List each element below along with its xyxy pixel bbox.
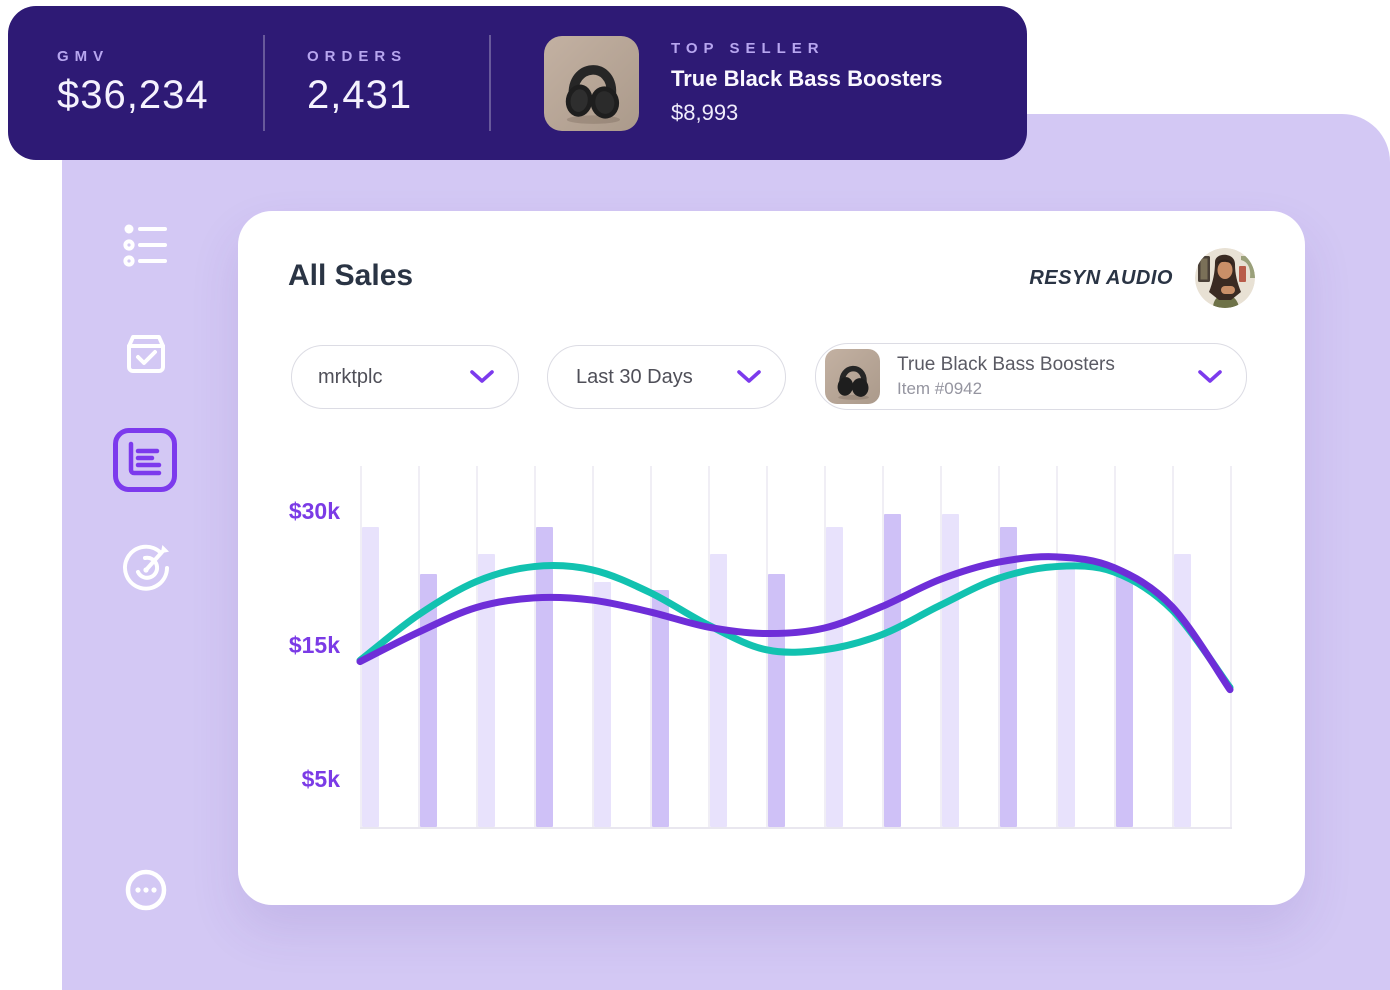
more-circle-icon[interactable] [124,868,168,912]
gridline [650,466,652,827]
gmv-stat: GMV $36,234 [8,48,263,118]
top-seller-label: TOP SELLER [671,40,825,57]
gridline [1230,466,1232,827]
purple-trend-line [356,553,1234,694]
headphones-photo-icon [544,35,639,131]
sales-bar [942,514,959,827]
sales-bar [1058,554,1075,827]
gridline [360,466,362,827]
gridline [1172,466,1174,827]
gmv-value: $36,234 [57,73,209,117]
marketplace-dropdown[interactable]: mrktplc [291,345,519,409]
sales-bar [478,554,495,827]
sales-bar [594,582,611,827]
date-range-dropdown[interactable]: Last 30 Days [547,345,786,409]
product-name: True Black Bass Boosters [897,354,1115,375]
sales-bar [1000,527,1017,827]
profile-photo-icon [1195,248,1255,308]
sales-bar [884,514,901,827]
banner-divider [263,35,265,131]
gridline [592,466,594,827]
avatar[interactable] [1195,248,1255,308]
gridline [1114,466,1116,827]
y-axis-tick-15k: $15k [288,632,340,658]
y-axis-tick-5k: $5k [301,766,340,792]
orders-value: 2,431 [307,73,413,117]
chevron-down-icon [737,370,761,383]
page-title: All Sales [288,259,414,292]
brand-name: RESYN AUDIO [1029,267,1173,289]
package-check-icon[interactable] [123,331,169,377]
top-seller-price: $8,993 [671,100,739,125]
sales-card: All Sales RESYN AUDIO [238,211,1305,905]
target-arrow-icon[interactable] [121,543,171,593]
top-seller-name: True Black Bass Boosters [671,66,943,91]
sales-bar [536,527,553,827]
product-dropdown[interactable]: True Black Bass Boosters Item #0942 [815,343,1247,410]
orders-stat: ORDERS 2,431 [265,48,489,118]
sales-bar [1116,574,1133,827]
orders-label: ORDERS [307,48,408,65]
gridline [1056,466,1058,827]
y-axis-tick-30k: $30k [288,498,340,524]
banner-divider [489,35,491,131]
gmv-label: GMV [57,48,110,65]
gridline [998,466,1000,827]
chevron-down-icon [470,370,494,383]
top-seller-product-image [544,35,639,131]
sales-bar [768,574,785,827]
headphones-photo-icon [825,349,880,404]
gridline [534,466,536,827]
sales-bar [710,554,727,827]
list-icon[interactable] [122,221,170,269]
product-item-number: Item #0942 [897,379,983,398]
gridline [882,466,884,827]
sales-bar [420,574,437,827]
gridline [418,466,420,827]
bar-chart-icon [128,441,162,476]
stats-banner: GMV $36,234 ORDERS 2,431 [8,6,1027,160]
teal-trend-line [356,562,1234,692]
marketplace-value: mrktplc [318,365,383,388]
sidebar-item-analytics[interactable] [113,428,177,492]
sales-bar [362,527,379,827]
date-range-value: Last 30 Days [576,365,693,388]
chevron-down-icon [1198,369,1222,383]
chart-plot [356,466,1234,829]
gridline [476,466,478,827]
gridline [708,466,710,827]
sales-bar [652,590,669,827]
trend-lines [356,553,1234,694]
gridline [940,466,942,827]
product-image [825,349,880,404]
top-seller-stat: TOP SELLER True Black Bass Boosters $8,9… [491,35,943,131]
sales-bar [826,527,843,827]
